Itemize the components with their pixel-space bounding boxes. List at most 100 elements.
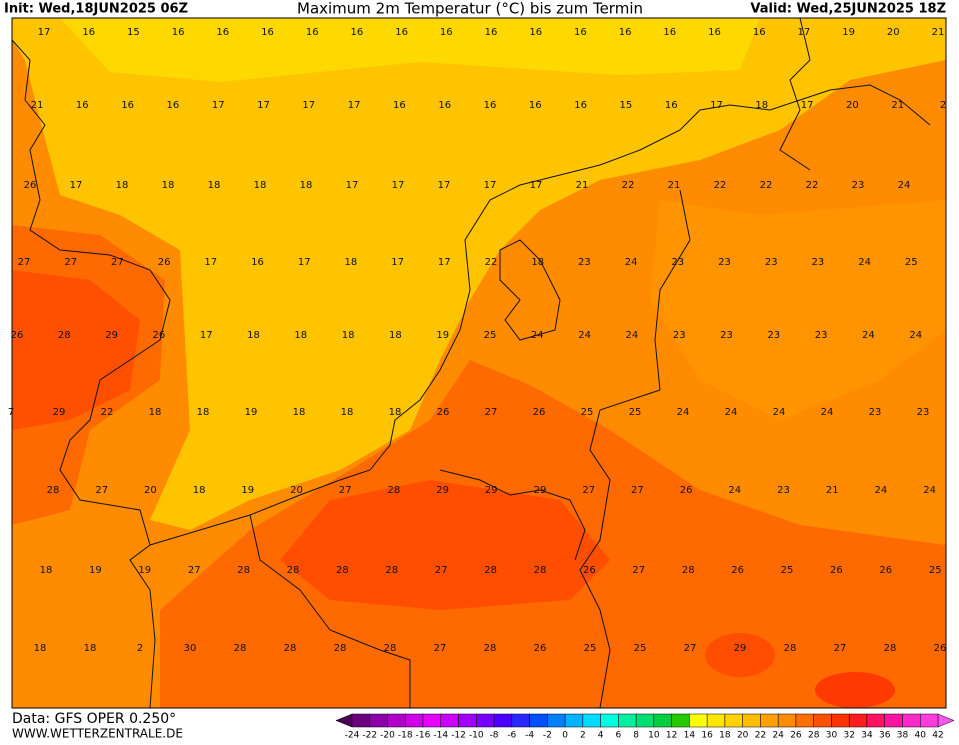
colorbar-tick-label: -18 <box>398 731 413 741</box>
colorbar-box <box>742 713 761 728</box>
temperature-value: 28 <box>58 330 71 341</box>
temperature-value: 16 <box>438 100 451 111</box>
colorbar-tick-label: 22 <box>755 731 766 741</box>
colorbar-tick-label: 26 <box>790 731 802 741</box>
field-hot-center <box>280 480 610 610</box>
temperature-value: 17 <box>798 27 811 38</box>
temperature-value: 28 <box>336 565 349 576</box>
temperature-value: 18 <box>254 180 267 191</box>
temperature-value: 24 <box>626 330 639 341</box>
colorbar-tick-label: 0 <box>562 731 568 741</box>
temperature-value: 25 <box>929 565 942 576</box>
coastline <box>149 84 931 546</box>
map-field <box>12 18 946 708</box>
temperature-value: 23 <box>673 330 686 341</box>
temperature-value: 27 <box>111 257 124 268</box>
temperature-value: 16 <box>251 257 264 268</box>
colorbar-box <box>351 713 371 728</box>
temperature-value: 2 <box>940 100 946 111</box>
coastline <box>11 39 171 709</box>
temperature-value: 26 <box>153 330 166 341</box>
temperature-value: 25 <box>905 257 918 268</box>
temperature-value: 22 <box>714 180 727 191</box>
colorbar-tick-label: 36 <box>879 731 891 741</box>
site: WWW.WETTERZENTRALE.DE <box>12 727 183 741</box>
temperature-value: 24 <box>923 485 936 496</box>
temperature-value: 29 <box>53 407 66 418</box>
temperature-value: 27 <box>95 485 108 496</box>
temperature-value: 24 <box>725 407 738 418</box>
temperature-value: 24 <box>858 257 871 268</box>
temperature-value: 29 <box>485 485 498 496</box>
temperature-value: 18 <box>34 643 47 654</box>
temperature-value: 25 <box>781 565 794 576</box>
temperature-value: 16 <box>619 27 632 38</box>
temperature-value: 16 <box>485 27 498 38</box>
temperature-value: 16 <box>663 27 676 38</box>
temperature-value: 25 <box>629 407 642 418</box>
temperature-value: 28 <box>884 643 897 654</box>
temperature-value: 29 <box>734 643 747 654</box>
temperature-value: 24 <box>625 257 638 268</box>
colorbar-box <box>422 713 442 728</box>
temperature-value: 28 <box>385 565 398 576</box>
temperature-value: 27 <box>18 257 31 268</box>
temperature-value: 18 <box>40 565 53 576</box>
colorbar-box <box>458 713 477 728</box>
field-hot-west <box>12 270 140 430</box>
temperature-value: 24 <box>578 330 591 341</box>
temperature-value: 21 <box>826 485 839 496</box>
colorbar-tick-label: 6 <box>615 731 621 741</box>
data-source: Data: GFS OPER 0.250° <box>12 711 176 727</box>
colorbar-box <box>511 713 530 728</box>
temperature-value: 23 <box>777 485 790 496</box>
temperature-value: 28 <box>484 565 497 576</box>
temperature-value: 7 <box>8 407 14 418</box>
temperature-value: 27 <box>631 485 644 496</box>
temperature-value: 19 <box>89 565 102 576</box>
temperature-value: 25 <box>581 407 594 418</box>
coastline <box>499 239 561 341</box>
temperature-value: 21 <box>932 27 945 38</box>
temperature-value: 16 <box>172 27 185 38</box>
temperature-value: 27 <box>582 485 595 496</box>
temperature-value: 28 <box>682 565 695 576</box>
temperature-value: 28 <box>784 643 797 654</box>
colorbar-box <box>848 713 868 728</box>
colorbar-tick-label: 10 <box>648 731 660 741</box>
temperature-value: 17 <box>346 180 359 191</box>
temperature-value: 28 <box>287 565 300 576</box>
temperature-value: 18 <box>162 180 175 191</box>
temperature-value: 18 <box>389 407 402 418</box>
colorbar-tick-label: 12 <box>666 731 677 741</box>
colorbar-box <box>635 713 655 728</box>
temperature-value: 28 <box>334 643 347 654</box>
temperature-value: 23 <box>720 330 733 341</box>
colorbar-arrow <box>335 713 353 728</box>
colorbar-box <box>440 713 459 728</box>
temperature-value: 28 <box>284 643 297 654</box>
colorbar-box <box>529 713 548 728</box>
colorbar-tick-label: -22 <box>362 731 377 741</box>
temperature-value: 17 <box>348 100 361 111</box>
temperature-value: 17 <box>484 180 497 191</box>
temperature-value: 17 <box>70 180 83 191</box>
temperature-value: 18 <box>531 257 544 268</box>
colorbar-tick-label: -14 <box>433 731 448 741</box>
colorbar-tick-label: -10 <box>469 731 484 741</box>
colorbar-tick-label: 8 <box>633 731 639 741</box>
temperature-value: 17 <box>212 100 225 111</box>
colorbar-tick-label: -6 <box>507 731 516 741</box>
temperature-value: 16 <box>529 100 542 111</box>
temperature-value: 23 <box>812 257 825 268</box>
temperature-value: 29 <box>105 330 118 341</box>
temperature-value: 18 <box>116 180 129 191</box>
init-time: Init: Wed,18JUN2025 06Z <box>4 2 188 17</box>
temperature-value: 16 <box>665 100 678 111</box>
colorbar-box <box>547 713 566 728</box>
temperature-value: 30 <box>184 643 197 654</box>
temperature-value: 26 <box>11 330 24 341</box>
field-cool <box>60 18 760 82</box>
temperature-value: 18 <box>247 330 260 341</box>
